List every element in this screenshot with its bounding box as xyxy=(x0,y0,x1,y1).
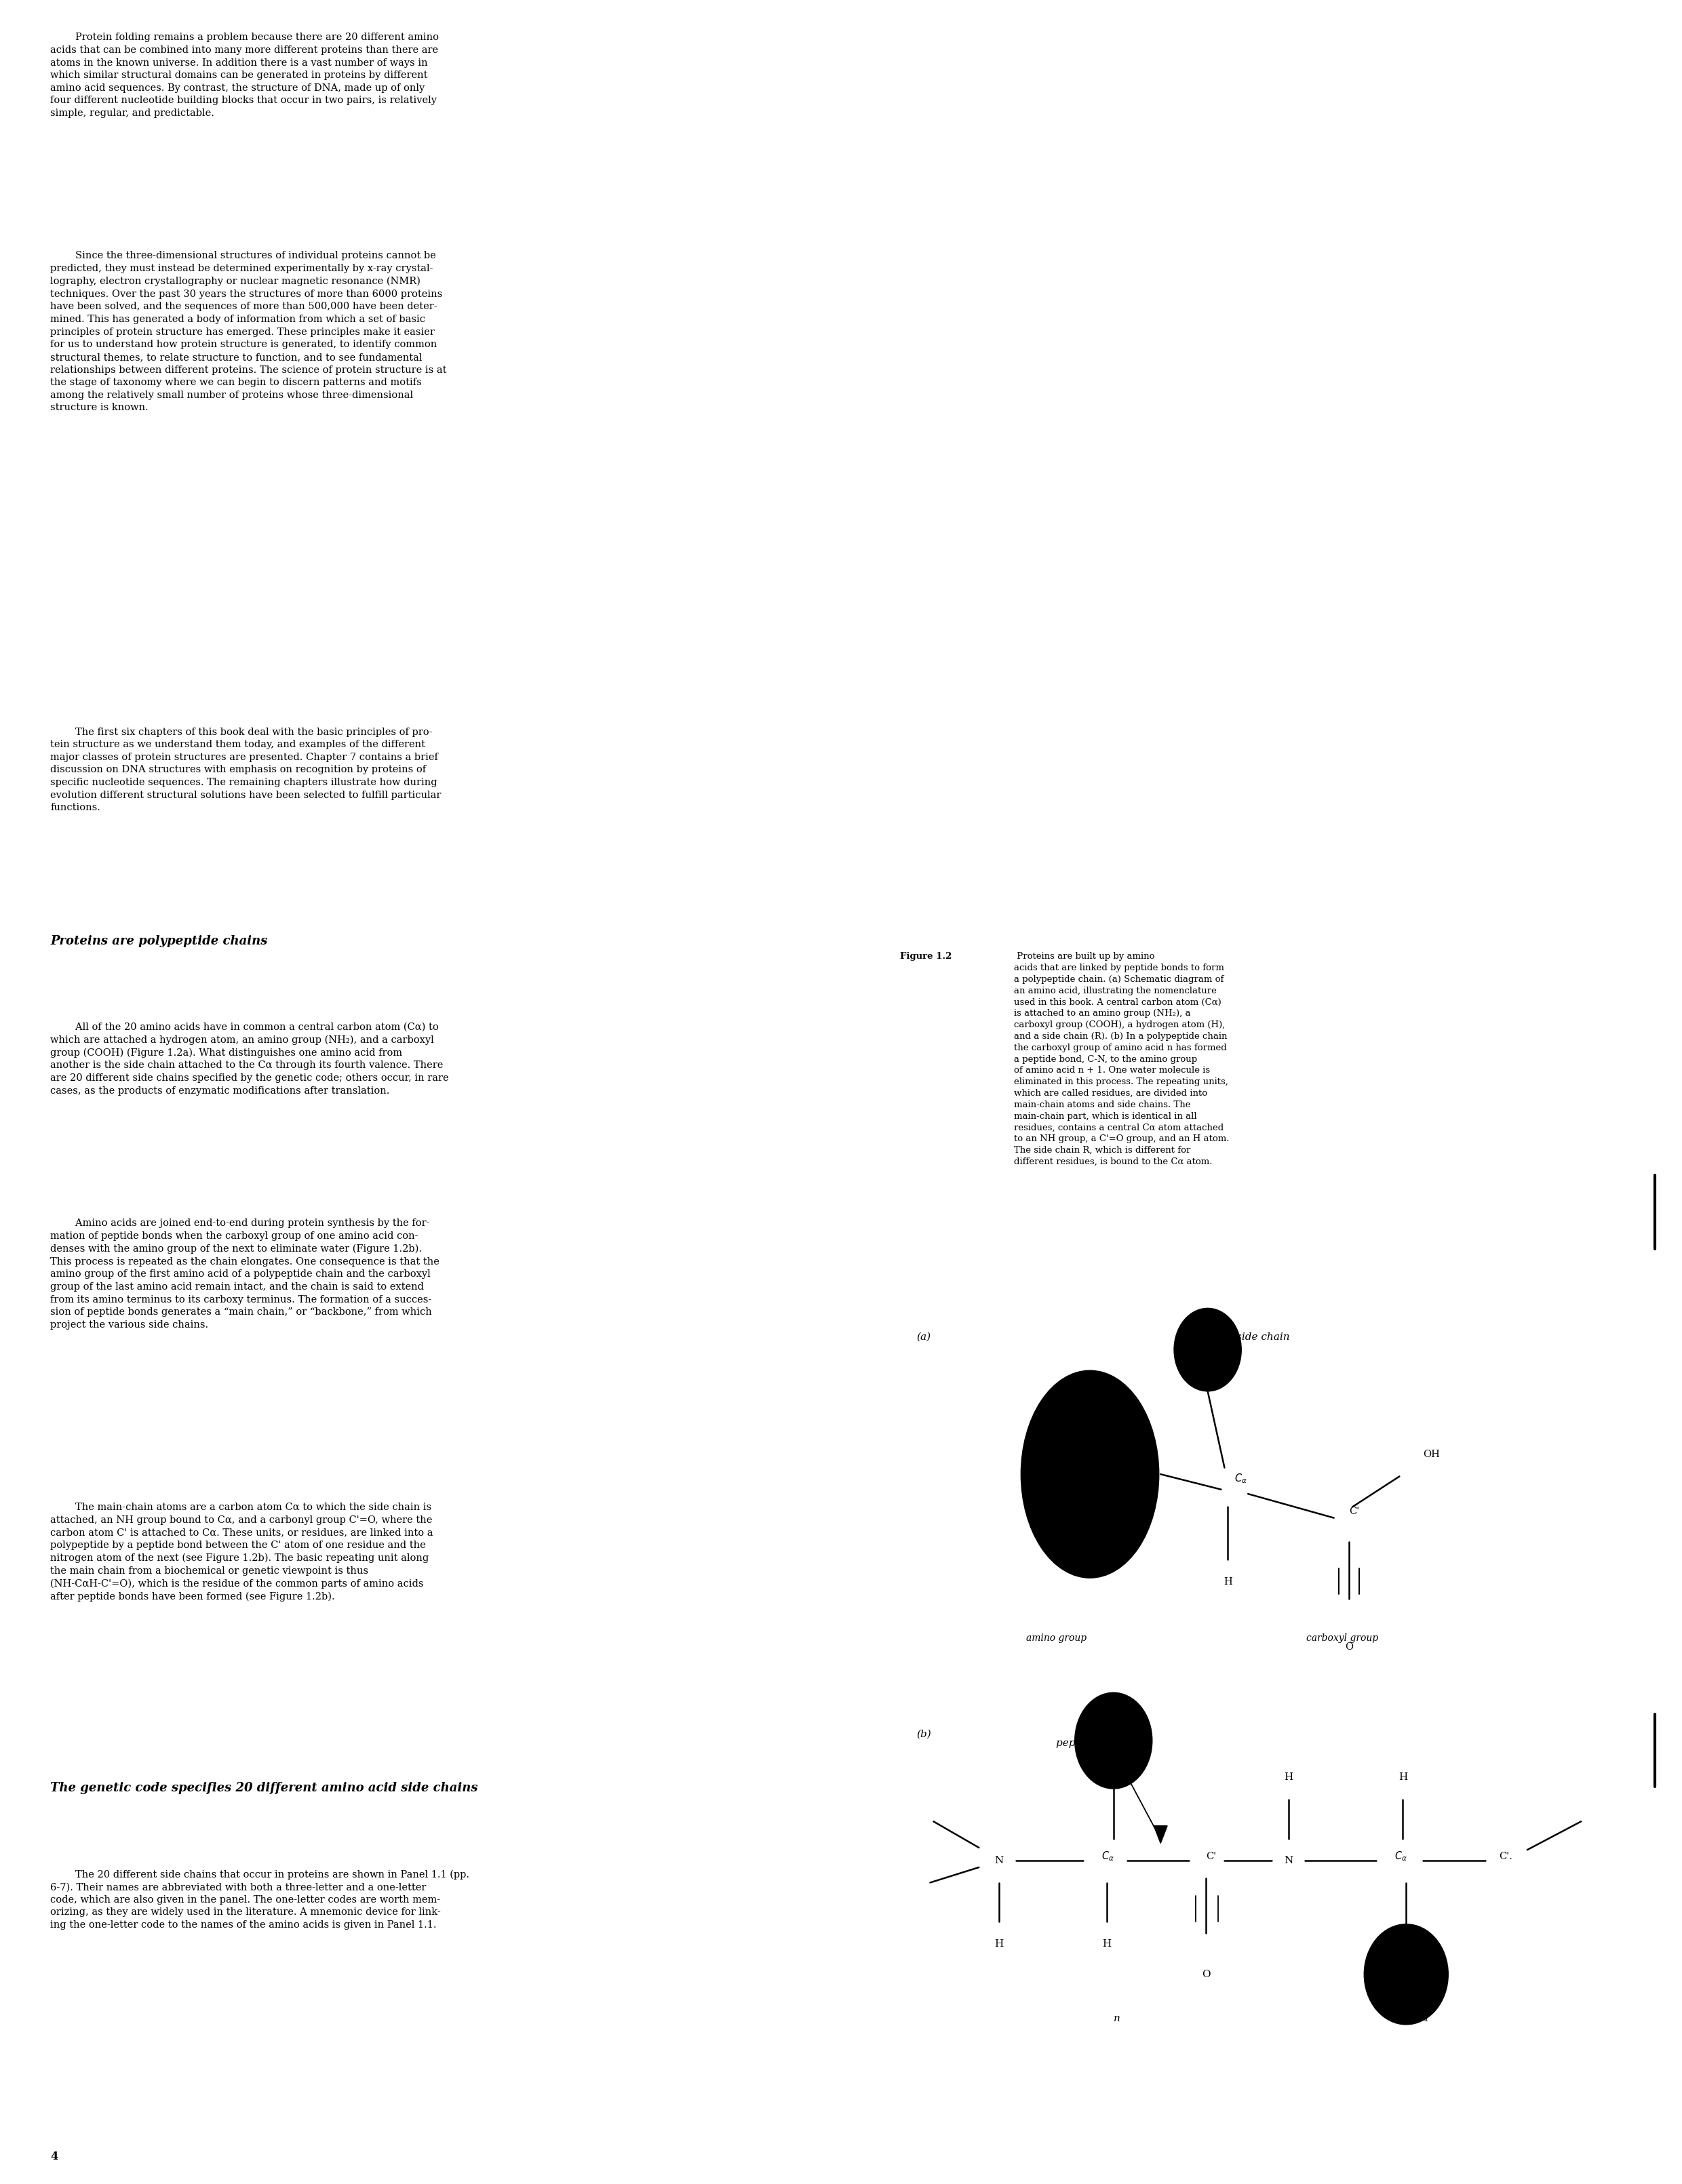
Text: N: N xyxy=(1283,1856,1293,1865)
Text: Since the three-dimensional structures of individual proteins cannot be
predicte: Since the three-dimensional structures o… xyxy=(50,251,447,413)
Ellipse shape xyxy=(1021,1372,1159,1577)
Text: O: O xyxy=(1346,1642,1352,1651)
Text: carboxyl group: carboxyl group xyxy=(1307,1634,1378,1642)
Text: Protein folding remains a problem because there are 20 different amino
acids tha: Protein folding remains a problem becaus… xyxy=(50,33,439,118)
Text: The first six chapters of this book deal with the basic principles of pro-
tein : The first six chapters of this book deal… xyxy=(50,727,441,812)
Text: Proteins are built up by amino
acids that are linked by peptide bonds to form
a : Proteins are built up by amino acids tha… xyxy=(1014,952,1230,1166)
Text: H: H xyxy=(1102,1939,1112,1948)
Text: $C_\alpha$: $C_\alpha$ xyxy=(1102,1850,1115,1863)
Text: The main-chain atoms are a carbon atom Cα to which the side chain is
attached, a: The main-chain atoms are a carbon atom C… xyxy=(50,1503,434,1601)
Text: Amino acids are joined end-to-end during protein synthesis by the for-
mation of: Amino acids are joined end-to-end during… xyxy=(50,1219,439,1330)
Text: OH: OH xyxy=(1423,1450,1440,1459)
Text: peptide bond: peptide bond xyxy=(1056,1738,1125,1747)
Text: side chain: side chain xyxy=(1236,1332,1290,1341)
Text: C'.: C'. xyxy=(1499,1852,1512,1861)
Text: (b): (b) xyxy=(917,1730,932,1738)
Text: C': C' xyxy=(1349,1507,1359,1516)
Text: O: O xyxy=(1201,1970,1211,1979)
Text: C': C' xyxy=(1206,1852,1216,1861)
Text: H: H xyxy=(1398,1773,1408,1782)
Ellipse shape xyxy=(1075,1693,1152,1789)
Text: H: H xyxy=(1283,1773,1293,1782)
Text: (a): (a) xyxy=(917,1332,932,1341)
Text: The 20 different side chains that occur in proteins are shown in Panel 1.1 (pp.
: The 20 different side chains that occur … xyxy=(50,1870,469,1931)
Text: $C_\alpha$: $C_\alpha$ xyxy=(1235,1472,1248,1485)
Ellipse shape xyxy=(1174,1308,1241,1391)
Ellipse shape xyxy=(1364,1924,1448,2025)
Text: H: H xyxy=(994,1939,1004,1948)
Text: All of the 20 amino acids have in common a central carbon atom (Cα) to
which are: All of the 20 amino acids have in common… xyxy=(50,1022,449,1096)
Text: N: N xyxy=(994,1856,1004,1865)
Text: H: H xyxy=(1223,1577,1233,1586)
Text: 4: 4 xyxy=(50,2151,59,2162)
Text: The genetic code specifies 20 different amino acid side chains: The genetic code specifies 20 different … xyxy=(50,1782,478,1795)
Text: n+1: n+1 xyxy=(1408,2014,1431,2022)
Text: $C_\alpha$: $C_\alpha$ xyxy=(1394,1850,1408,1863)
Text: n: n xyxy=(1113,2014,1120,2022)
Text: Figure 1.2: Figure 1.2 xyxy=(900,952,952,961)
Text: Proteins are polypeptide chains: Proteins are polypeptide chains xyxy=(50,935,267,948)
Text: amino group: amino group xyxy=(1026,1634,1087,1642)
Polygon shape xyxy=(1154,1826,1167,1843)
